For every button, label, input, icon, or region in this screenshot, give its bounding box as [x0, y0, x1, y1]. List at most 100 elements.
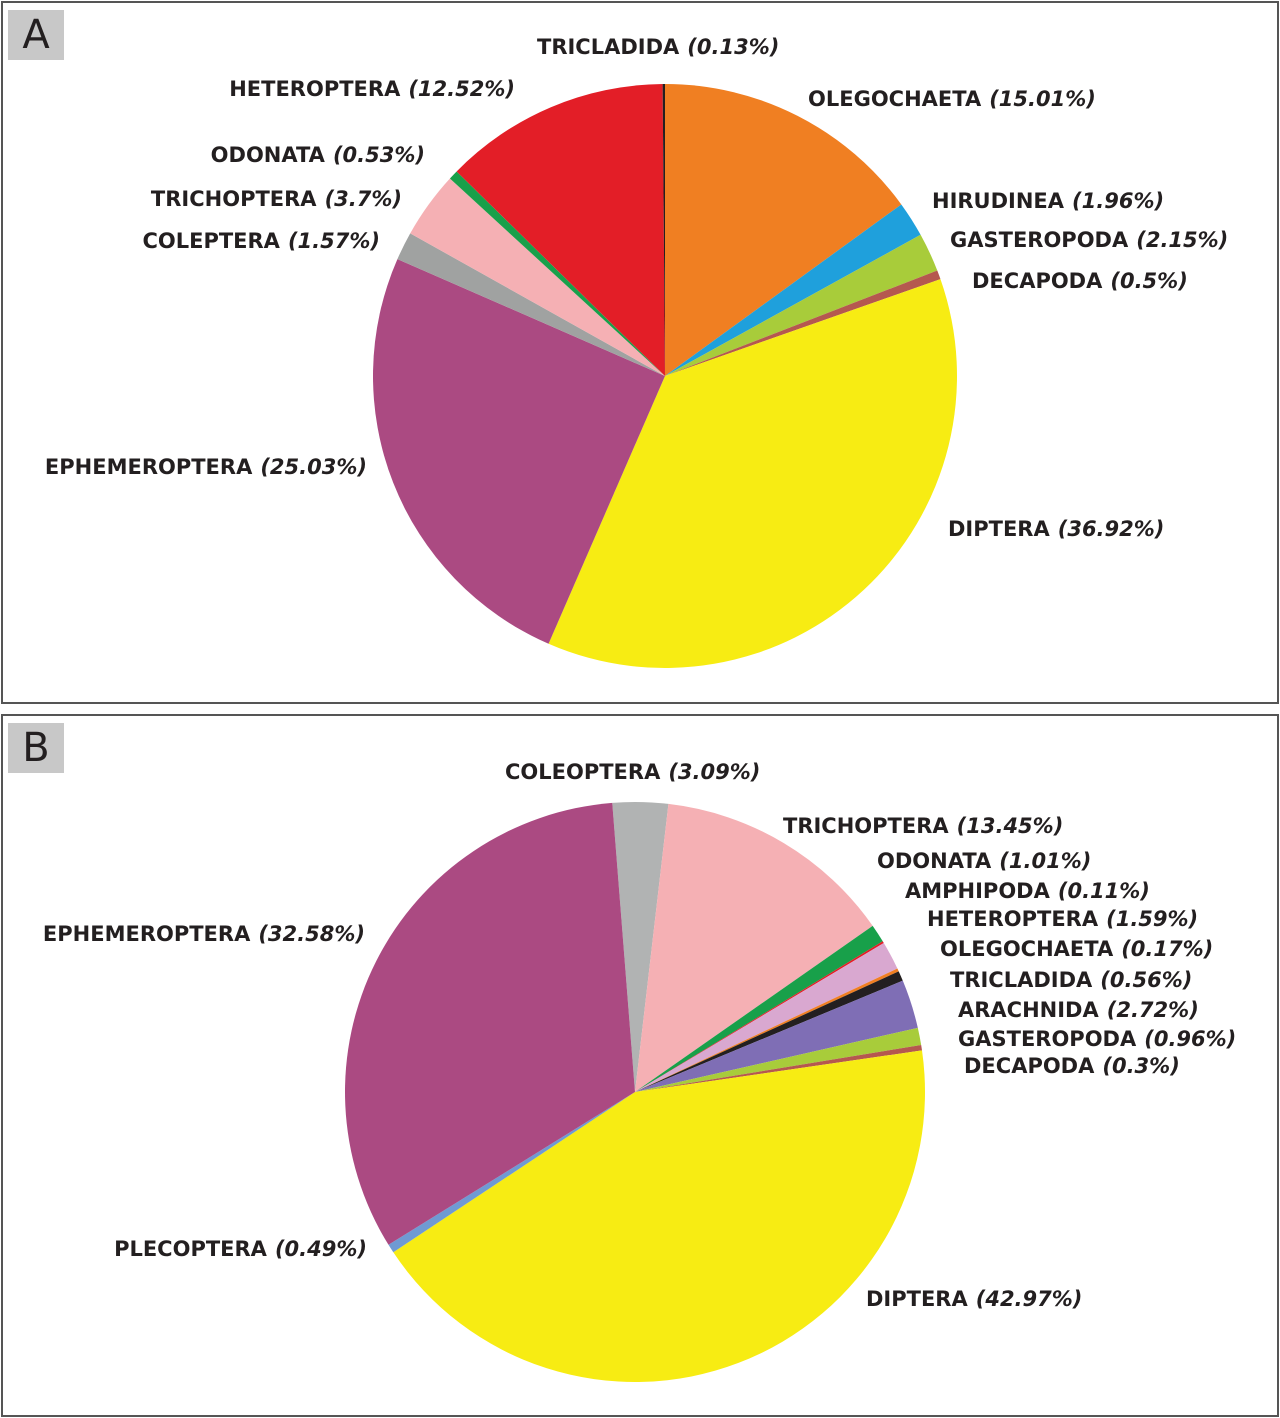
pie-slice — [665, 84, 902, 376]
value-label: (0.5%) — [1110, 269, 1187, 293]
pie-slice — [373, 259, 665, 644]
slice-label: HIRUDINEA (1.96%) — [932, 189, 1164, 213]
value-label: (15.01%) — [989, 87, 1096, 111]
value-label: (42.97%) — [976, 1287, 1083, 1311]
value-label: (0.3%) — [1102, 1054, 1179, 1078]
slice-label: DECAPODA (0.3%) — [964, 1054, 1180, 1078]
value-label: (1.59%) — [1106, 907, 1198, 931]
pie-slice — [456, 84, 665, 376]
pie-slice — [410, 178, 665, 376]
value-label: (0.53%) — [333, 143, 425, 167]
category-name: DIPTERA — [948, 517, 1050, 541]
value-label: (3.09%) — [668, 760, 760, 784]
category-name: COLEPTERA — [142, 229, 280, 253]
category-name: HETEROPTERA — [229, 77, 401, 101]
slice-label: DIPTERA (42.97%) — [866, 1287, 1082, 1311]
panel-badge — [8, 723, 64, 773]
value-label: (2.15%) — [1136, 228, 1228, 252]
pie-slice — [397, 233, 665, 376]
value-label: (0.49%) — [275, 1237, 367, 1261]
pie-slice — [635, 925, 883, 1092]
slice-label: TRICHOPTERA (13.45%) — [783, 814, 1063, 838]
category-name: EPHEMEROPTERA — [43, 922, 251, 946]
pie-slice — [665, 234, 938, 376]
slice-label: EPHEMEROPTERA (25.03%) — [45, 455, 367, 479]
slice-label: GASTEROPODA (2.15%) — [950, 228, 1228, 252]
slice-label: PLECOPTERA (0.49%) — [114, 1237, 367, 1261]
slice-label: HETEROPTERA (12.52%) — [229, 77, 515, 101]
value-label: (3.7%) — [325, 187, 402, 211]
value-label: (32.58%) — [258, 922, 365, 946]
slice-label: TRICLADIDA (0.56%) — [950, 968, 1192, 992]
pie-slice — [635, 980, 918, 1092]
pie-slice — [635, 971, 903, 1092]
pie-slice — [388, 1092, 635, 1253]
slice-label: DIPTERA (36.92%) — [948, 517, 1164, 541]
value-label: (2.72%) — [1107, 998, 1199, 1022]
value-label: (1.57%) — [288, 229, 380, 253]
pie-slice — [635, 941, 884, 1092]
category-name: HIRUDINEA — [932, 189, 1065, 213]
panel-letter: B — [22, 725, 49, 771]
panel-letter: A — [22, 12, 50, 58]
slice-label: COLEOPTERA (3.09%) — [505, 760, 760, 784]
slice-label: ODONATA (0.53%) — [211, 143, 425, 167]
pie-slice — [548, 279, 957, 669]
value-label: (36.92%) — [1058, 517, 1165, 541]
value-label: (0.11%) — [1058, 879, 1150, 903]
pie-slice — [662, 84, 665, 376]
slice-label: AMPHIPODA (0.11%) — [905, 879, 1150, 903]
category-name: ODONATA — [877, 849, 992, 873]
category-name: ODONATA — [211, 143, 326, 167]
pie-slice — [665, 270, 941, 376]
category-name: COLEOPTERA — [505, 760, 661, 784]
panel-badge — [8, 10, 64, 60]
value-label: (0.13%) — [687, 35, 779, 59]
category-name: PLECOPTERA — [114, 1237, 268, 1261]
category-name: DIPTERA — [866, 1287, 968, 1311]
slice-label: DECAPODA (0.5%) — [972, 269, 1188, 293]
category-name: AMPHIPODA — [905, 879, 1051, 903]
category-name: GASTEROPODA — [950, 228, 1129, 252]
category-name: DECAPODA — [972, 269, 1103, 293]
value-label: (0.56%) — [1100, 968, 1192, 992]
category-name: EPHEMEROPTERA — [45, 455, 253, 479]
slice-label: COLEPTERA (1.57%) — [142, 229, 380, 253]
category-name: TRICHOPTERA — [151, 187, 317, 211]
value-label: (25.03%) — [260, 455, 367, 479]
slice-label: ARACHNIDA (2.72%) — [958, 998, 1199, 1022]
pie-slice — [449, 171, 665, 376]
pie-slice — [665, 204, 921, 376]
pie-slice — [344, 802, 635, 1245]
slice-label: ODONATA (1.01%) — [877, 849, 1091, 873]
category-name: OLEGOCHAETA — [808, 87, 982, 111]
slice-label: OLEGOCHAETA (0.17%) — [940, 937, 1213, 961]
value-label: (0.96%) — [1144, 1027, 1236, 1051]
slice-label: TRICHOPTERA (3.7%) — [151, 187, 402, 211]
slice-label: OLEGOCHAETA (15.01%) — [808, 87, 1096, 111]
value-label: (12.52%) — [408, 77, 515, 101]
category-name: TRICLADIDA — [537, 35, 680, 59]
slice-label: GASTEROPODA (0.96%) — [958, 1027, 1236, 1051]
panel-frame — [1, 1, 1279, 704]
category-name: OLEGOCHAETA — [940, 937, 1114, 961]
category-name: TRICLADIDA — [950, 968, 1093, 992]
category-name: ARACHNIDA — [958, 998, 1099, 1022]
pie-slice — [635, 803, 873, 1092]
pie-slice — [635, 1027, 922, 1092]
panel-frame — [1, 714, 1279, 1417]
category-name: HETEROPTERA — [927, 907, 1099, 931]
pie-slice — [635, 942, 898, 1092]
category-name: TRICHOPTERA — [783, 814, 949, 838]
slice-label: TRICLADIDA (0.13%) — [537, 35, 779, 59]
value-label: (13.45%) — [957, 814, 1064, 838]
value-label: (1.01%) — [999, 849, 1091, 873]
pie-slice — [612, 802, 669, 1092]
slice-label: EPHEMEROPTERA (32.58%) — [43, 922, 365, 946]
value-label: (1.96%) — [1072, 189, 1164, 213]
value-label: (0.17%) — [1121, 937, 1213, 961]
pie-slice — [635, 968, 899, 1092]
category-name: GASTEROPODA — [958, 1027, 1137, 1051]
slice-label: HETEROPTERA (1.59%) — [927, 907, 1198, 931]
